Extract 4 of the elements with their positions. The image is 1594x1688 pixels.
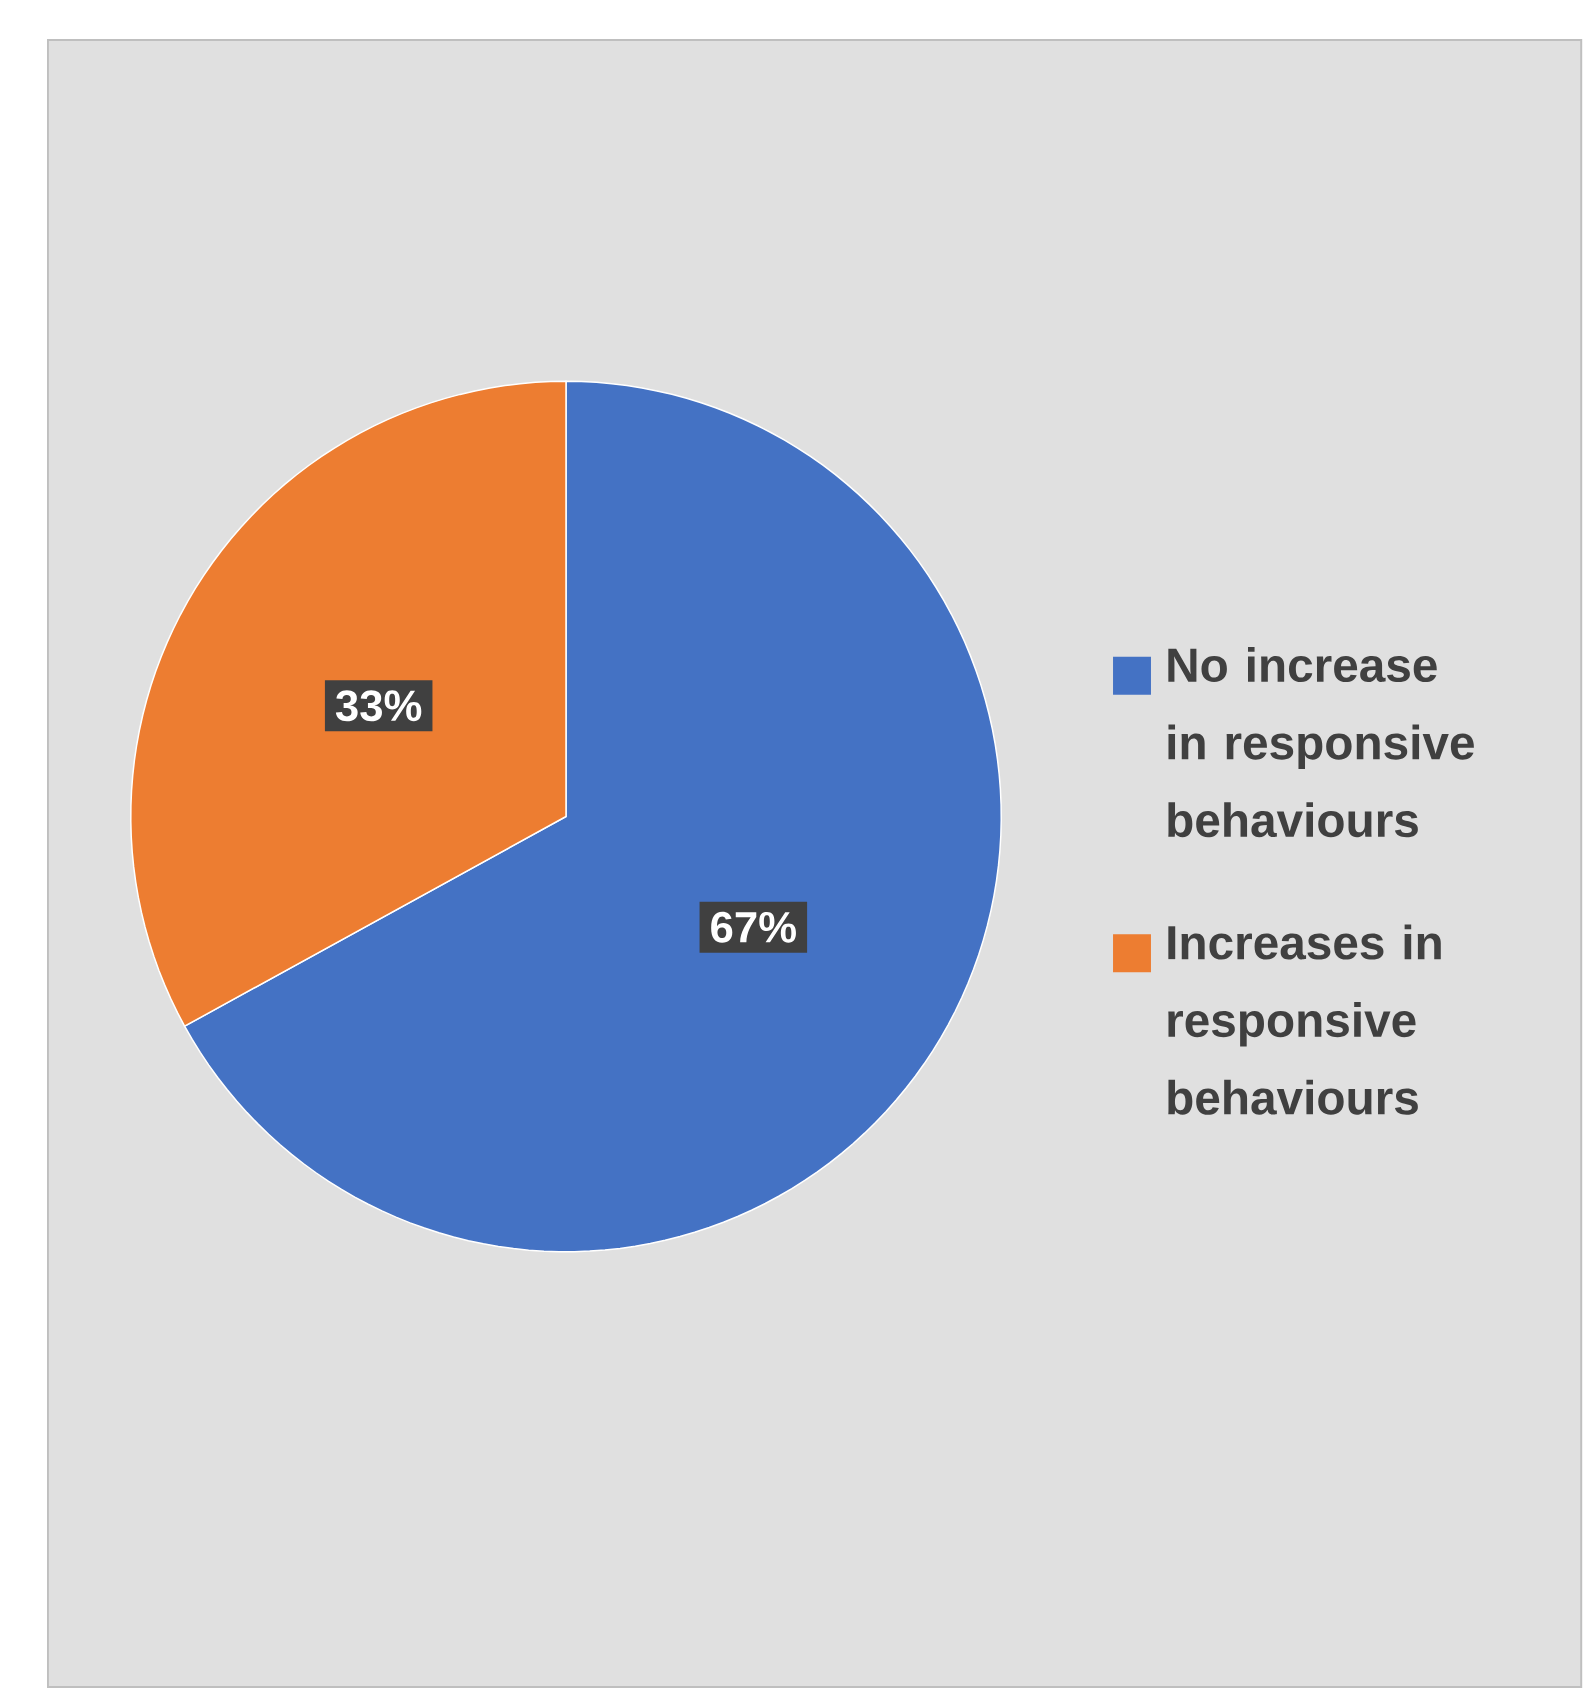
data-label: 67% xyxy=(710,911,796,943)
legend-label: No increase in responsive behaviours xyxy=(1168,647,1474,838)
legend-label: Increases in responsive behaviours xyxy=(1168,924,1441,1115)
data-label: 33% xyxy=(335,690,422,722)
